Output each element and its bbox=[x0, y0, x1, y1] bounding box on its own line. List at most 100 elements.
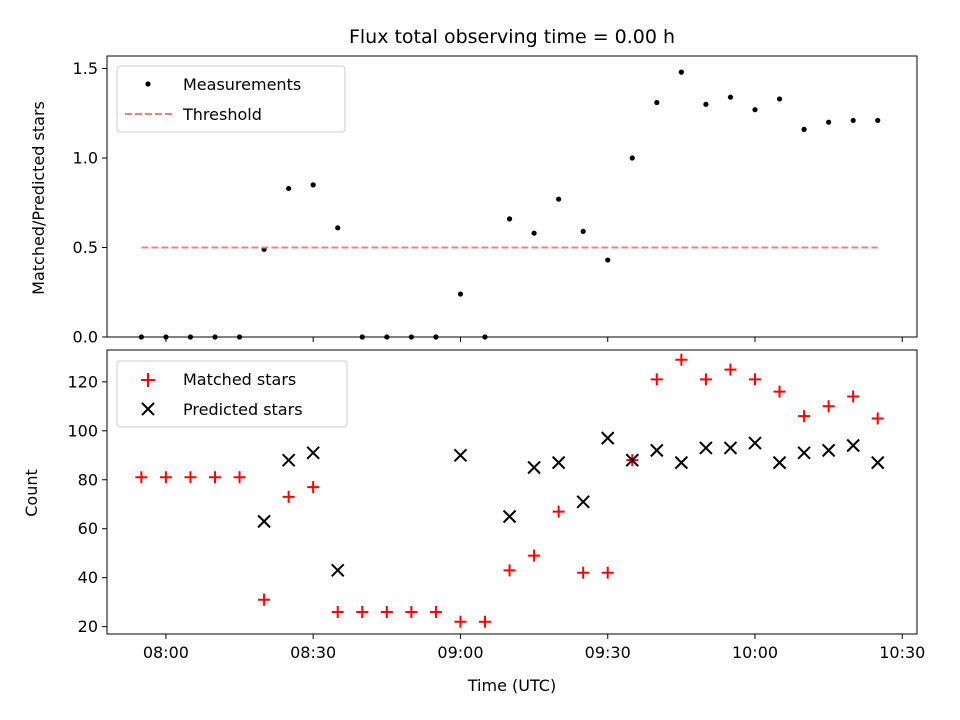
matched-stars-point bbox=[798, 410, 811, 423]
matched-stars-point bbox=[233, 471, 246, 484]
predicted-stars-point bbox=[748, 436, 762, 450]
axes-frame bbox=[106, 55, 918, 338]
measurement-point bbox=[703, 101, 709, 107]
bottom-panel-star-counts: Count Time (UTC) 20 40 60 80 100 120 08:00 08:3… bbox=[22, 349, 925, 695]
matched-stars-point bbox=[503, 564, 516, 577]
matched-stars-point bbox=[699, 373, 712, 386]
legend-measurements-marker bbox=[145, 81, 151, 87]
matched-stars-point bbox=[479, 615, 491, 628]
matched-stars-point bbox=[577, 566, 590, 579]
predicted-stars-point bbox=[846, 438, 860, 453]
y-tick-label: 20 bbox=[78, 617, 98, 636]
measurement-point bbox=[506, 216, 513, 222]
measurement-point bbox=[850, 117, 856, 124]
predicted-stars-point bbox=[650, 443, 664, 458]
matched-stars-point bbox=[773, 385, 786, 398]
matched-stars-point bbox=[258, 593, 271, 606]
measurement-point bbox=[605, 257, 611, 263]
top-y-axis-label: Matched/Predicted stars bbox=[29, 101, 48, 295]
legend-matched-stars-label: Matched stars bbox=[183, 370, 296, 389]
y-tick-label: 60 bbox=[78, 519, 98, 538]
predicted-stars-point bbox=[723, 441, 738, 455]
x-tick-label: 08:30 bbox=[290, 643, 336, 662]
measurement-point bbox=[286, 185, 292, 192]
predicted-stars-point bbox=[797, 446, 811, 460]
top-legend: Measurements Threshold bbox=[116, 65, 346, 133]
matched-stars-point bbox=[282, 490, 295, 503]
matched-stars-point bbox=[380, 605, 393, 618]
measurement-point bbox=[629, 155, 635, 161]
y-tick-label: 40 bbox=[78, 568, 98, 587]
predicted-stars-point bbox=[674, 455, 689, 470]
matched-stars-point bbox=[675, 353, 688, 366]
x-tick-label: 09:30 bbox=[585, 643, 631, 662]
predicted-stars-point bbox=[601, 431, 615, 445]
top-plot-area: 0.0 0.5 1.0 1.5 bbox=[73, 55, 918, 347]
matched-stars-point bbox=[356, 605, 369, 618]
legend-predicted-stars-label: Predicted stars bbox=[183, 400, 303, 419]
x-tick-label: 09:00 bbox=[437, 643, 483, 662]
predicted-stars-point bbox=[502, 509, 517, 524]
predicted-stars-point bbox=[281, 453, 296, 467]
measurement-point bbox=[556, 196, 562, 202]
y-tick-label: 0.0 bbox=[73, 328, 98, 347]
measurement-point bbox=[654, 99, 660, 106]
measurement-point bbox=[801, 126, 807, 132]
matched-stars-point bbox=[135, 471, 148, 484]
matched-stars-point bbox=[307, 481, 320, 494]
matched-stars-point bbox=[528, 549, 541, 562]
chart-title: Flux total observing time = 0.00 h bbox=[349, 26, 675, 48]
matched-stars-point bbox=[331, 605, 344, 618]
matched-stars-point bbox=[749, 373, 761, 386]
measurement-point bbox=[727, 94, 734, 100]
measurement-point bbox=[752, 107, 758, 113]
matched-stars-point bbox=[405, 605, 418, 618]
bottom-y-axis-label: Count bbox=[22, 469, 41, 517]
matched-stars-point bbox=[650, 373, 663, 386]
y-tick-label: 1.0 bbox=[73, 149, 98, 168]
matched-stars-point bbox=[454, 615, 467, 628]
legend-measurements-label: Measurements bbox=[183, 75, 301, 94]
measurement-point bbox=[875, 117, 881, 124]
bottom-plot-area: 20 40 60 80 100 120 08:00 08:30 09:00 09:30 10:00 1… bbox=[67, 349, 925, 662]
y-tick-label: 80 bbox=[78, 470, 98, 489]
x-tick-label: 10:00 bbox=[732, 643, 778, 662]
predicted-stars-point bbox=[453, 448, 468, 462]
predicted-stars-point bbox=[527, 460, 541, 475]
measurement-point bbox=[826, 119, 832, 125]
measurement-point bbox=[310, 182, 316, 188]
bottom-legend: Matched stars Predicted stars bbox=[116, 360, 348, 428]
predicted-stars-point bbox=[551, 455, 566, 470]
top-panel-flux-ratio: Flux total observing time = 0.00 h Match… bbox=[29, 26, 918, 347]
measurement-point bbox=[531, 230, 537, 236]
matched-stars-point bbox=[822, 400, 835, 413]
measurement-point bbox=[580, 228, 586, 235]
matched-stars-point bbox=[209, 471, 221, 484]
matched-stars-point bbox=[159, 471, 172, 484]
legend-threshold-label: Threshold bbox=[182, 105, 262, 124]
matched-stars-point bbox=[847, 390, 860, 403]
matched-stars-point bbox=[552, 505, 565, 518]
measurement-point bbox=[457, 291, 464, 297]
predicted-stars-point bbox=[871, 455, 885, 470]
legend-predicted-stars-marker bbox=[141, 402, 155, 416]
measurement-point bbox=[776, 96, 783, 102]
predicted-stars-point bbox=[306, 446, 320, 460]
y-tick-label: 120 bbox=[67, 372, 98, 391]
predicted-stars-point bbox=[331, 563, 345, 578]
matched-stars-point bbox=[429, 605, 442, 618]
predicted-stars-point bbox=[699, 441, 713, 455]
axes-frame bbox=[106, 349, 918, 635]
matched-stars-point bbox=[601, 566, 614, 579]
predicted-stars-point bbox=[772, 455, 787, 470]
y-tick-label: 1.5 bbox=[73, 59, 98, 78]
y-tick-label: 100 bbox=[67, 421, 98, 440]
x-tick-label: 08:00 bbox=[143, 643, 189, 662]
y-tick-label: 0.5 bbox=[73, 238, 98, 257]
predicted-stars-point bbox=[625, 453, 639, 467]
measurement-point bbox=[678, 69, 684, 75]
legend-matched-stars-marker bbox=[141, 373, 155, 387]
matched-stars-point bbox=[184, 471, 197, 484]
x-axis-label: Time (UTC) bbox=[467, 676, 556, 695]
